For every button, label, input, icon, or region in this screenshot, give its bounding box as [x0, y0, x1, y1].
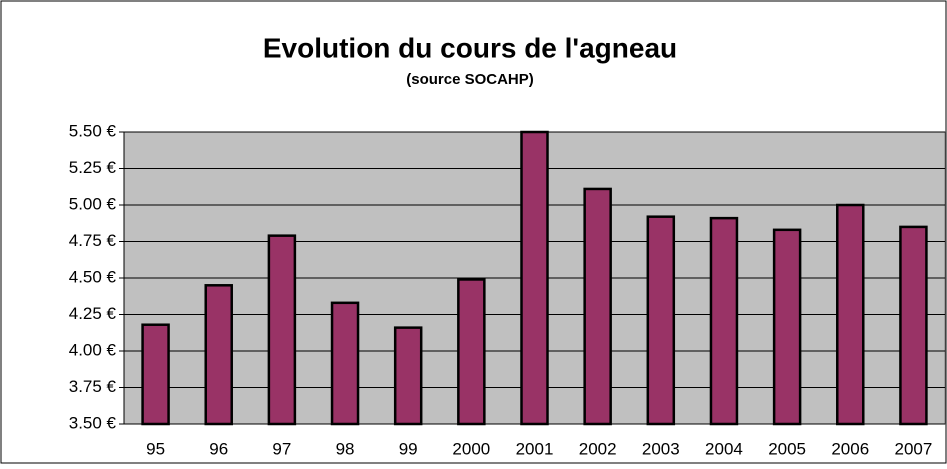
x-tick-label: 2006 [831, 439, 869, 458]
y-tick-label: 4.00 € [69, 340, 117, 359]
y-tick-label: 5.25 € [69, 158, 117, 177]
x-tick-label: 99 [399, 439, 418, 458]
bar [330, 301, 360, 426]
y-tick-label: 5.50 € [69, 121, 117, 140]
chart-title: Evolution du cours de l'agneau [263, 32, 677, 63]
x-tick-label: 2002 [579, 439, 617, 458]
y-tick-label: 4.25 € [69, 304, 117, 323]
bar [583, 187, 612, 426]
y-tick-label: 4.50 € [69, 267, 117, 286]
bar [457, 278, 486, 426]
x-tick-label: 98 [336, 439, 355, 458]
y-tick-label: 3.75 € [69, 377, 117, 396]
bar [520, 130, 549, 426]
bar [204, 284, 233, 426]
x-tick-label: 2003 [642, 439, 680, 458]
x-tick-label: 97 [272, 439, 291, 458]
x-tick-label: 96 [209, 439, 228, 458]
x-tick-label: 2001 [516, 439, 554, 458]
x-tick-label: 95 [146, 439, 165, 458]
y-tick-label: 5.00 € [69, 194, 117, 213]
x-tick-label: 2005 [768, 439, 806, 458]
x-tick-label: 2007 [895, 439, 933, 458]
bar [772, 228, 802, 426]
y-tick-label: 3.50 € [69, 413, 117, 432]
bar [646, 215, 676, 426]
x-tick-label: 2000 [452, 439, 490, 458]
y-tick-label: 4.75 € [69, 231, 117, 250]
x-tick-label: 2004 [705, 439, 743, 458]
bar [899, 225, 928, 426]
bar [709, 216, 739, 426]
bar [836, 203, 865, 426]
bar [393, 326, 423, 426]
chart-subtitle: (source SOCAHP) [406, 71, 534, 88]
bar [141, 323, 170, 426]
bar [267, 234, 297, 426]
